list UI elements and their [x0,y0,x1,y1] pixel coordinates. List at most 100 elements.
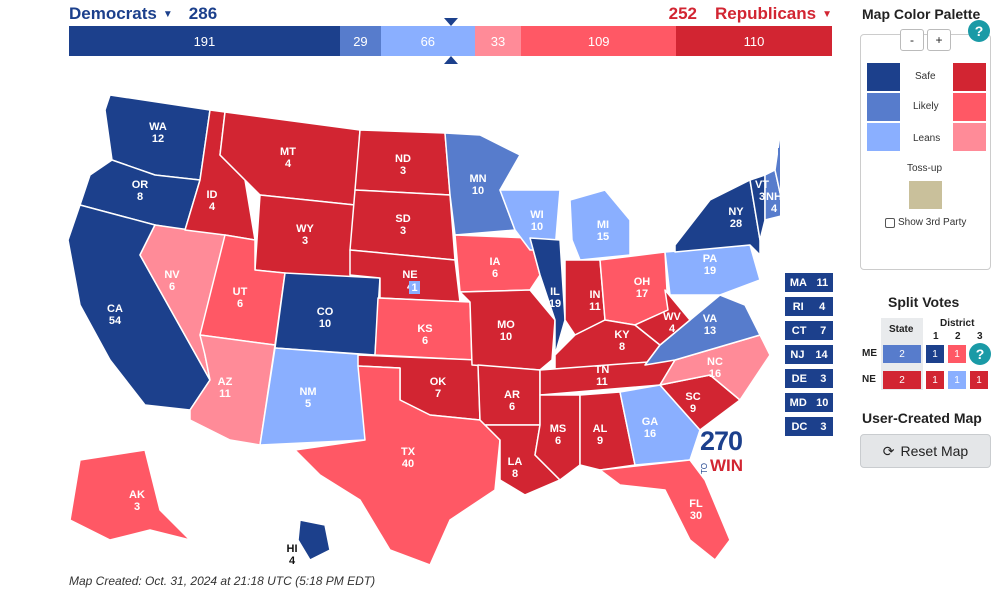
state-ia[interactable] [454,234,541,293]
split-votes-title: Split Votes [888,294,960,310]
logo-win: WIN [710,456,744,475]
state-ev-ms: 6 [555,435,561,447]
state-ev-or: 8 [137,191,143,203]
likely-rep-swatch[interactable] [953,93,986,121]
state-label-mi: MI [597,219,609,231]
third-party-checkbox[interactable] [885,217,895,228]
republicans-label[interactable]: Republicans [715,4,817,23]
state-ev-il: 19 [549,298,561,310]
safe-rep-swatch[interactable] [953,63,986,91]
district-header: District [940,318,975,329]
state-label-ny: NY [728,206,744,218]
small-state-ri[interactable]: RI 4 [784,296,834,317]
small-state-ev: 10 [816,396,829,409]
state-ev-mi: 15 [597,231,609,243]
small-state-md[interactable]: MD 10 [784,392,834,413]
small-state-dc[interactable]: DC 3 [784,416,834,437]
state-ev-al: 9 [597,435,603,447]
me-district-2-cell[interactable]: 1 [948,345,966,363]
ne-district-3-cell[interactable]: 1 [970,371,988,389]
refresh-icon: ⟳ [882,442,895,459]
zoom-out-button[interactable]: - [900,29,924,51]
state-tx[interactable] [294,365,501,566]
small-state-ma[interactable]: MA 11 [784,272,834,293]
state-ev-va: 13 [704,325,716,337]
state-mi[interactable] [569,189,631,261]
state-ev-nd: 3 [400,165,406,177]
state-ev-tn: 11 [596,376,608,388]
state-ev-la: 8 [512,468,518,480]
state-label-mo: MO [497,319,515,331]
state-fl[interactable] [599,459,731,561]
state-label-ut: UT [233,286,248,298]
state-ev-nh: 4 [771,203,778,215]
small-state-abbr: CT [791,324,807,337]
small-state-ev: 14 [815,348,828,361]
small-state-abbr: DC [791,420,808,433]
small-state-nj[interactable]: NJ 14 [784,344,834,365]
state-ga[interactable] [619,384,701,466]
state-ny[interactable] [674,179,761,256]
small-state-ev: 7 [820,324,827,337]
state-mo[interactable] [459,289,556,371]
state-ev-mn: 10 [472,185,484,197]
ne-district-chip[interactable] [409,281,420,294]
state-ev-ok: 7 [435,388,441,400]
color-palette-panel: - + Safe Likely Leans Toss-up Show 3rd P… [860,29,991,270]
palette-title: Map Color Palette [862,6,981,22]
split-help-icon[interactable]: ? [969,343,991,365]
state-wv[interactable] [634,289,691,346]
state-label-tn: TN [595,364,610,376]
state-label-nc: NC [707,356,723,368]
rep-caret-down-icon[interactable]: ▼ [822,8,832,20]
third-party-option[interactable]: Show 3rd Party [885,217,966,228]
palette-help-icon[interactable]: ? [968,20,990,42]
us-map: WA12OR8CA54NV6ID4MT4WY3UT6AZ11CO10NM5ND3… [67,94,780,567]
me-district-chip-1[interactable] [778,148,780,161]
state-ak[interactable] [69,449,191,541]
dem-caret-down-icon[interactable]: ▼ [162,8,173,20]
map-created-timestamp: Map Created: Oct. 31, 2024 at 21:18 UTC … [69,574,376,588]
state-ev-oh: 17 [636,288,648,300]
state-label-ks: KS [417,323,432,335]
small-state-ct[interactable]: CT 7 [784,320,834,341]
state-ev-ut: 6 [237,298,243,310]
safe-label: Safe [915,71,936,82]
ne-district-1-cell[interactable]: 1 [926,371,944,389]
me-state-cell[interactable]: 2 [883,345,921,363]
logo-270: 270 [700,426,743,456]
state-label-nh: NH [766,191,780,203]
state-label-ca: CA [107,303,123,315]
lean-rep-swatch[interactable] [953,123,986,151]
state-ev-tx: 40 [402,458,414,470]
safe-dem-swatch[interactable] [867,63,900,91]
state-ev-co: 10 [319,318,331,330]
tossup-swatch[interactable] [909,181,942,209]
state-nh[interactable] [764,169,780,221]
state-label-wy: WY [296,223,314,235]
lean-dem-swatch[interactable] [867,123,900,151]
zoom-in-button[interactable]: + [927,29,951,51]
state-label-ar: AR [504,389,520,401]
state-ev-pa: 19 [704,265,716,277]
small-state-abbr: DE [791,372,807,385]
me-district-1-cell[interactable]: 1 [926,345,944,363]
user-map-title: User-Created Map [862,410,982,426]
state-hi[interactable] [297,519,331,561]
state-ev-ny: 28 [730,218,742,230]
state-ev-sd: 3 [400,225,406,237]
democrats-header[interactable]: Democrats ▼ 286 [69,4,217,24]
state-ev-mt: 4 [285,158,292,170]
state-ev-wv: 4 [669,323,676,335]
small-state-de[interactable]: DE 3 [784,368,834,389]
likely-dem-swatch[interactable] [867,93,900,121]
ne-district-2-cell[interactable]: 1 [948,371,966,389]
state-ev-nm: 5 [305,398,311,410]
ne-state-cell[interactable]: 2 [883,371,921,389]
state-label-la: LA [508,456,523,468]
bar-segment-2: 66 [381,26,475,56]
republicans-header[interactable]: 252 Republicans ▼ [669,4,832,24]
democrats-label[interactable]: Democrats [69,4,157,23]
reset-map-button[interactable]: ⟳ Reset Map [860,434,991,468]
state-ev-fl: 30 [690,510,702,522]
